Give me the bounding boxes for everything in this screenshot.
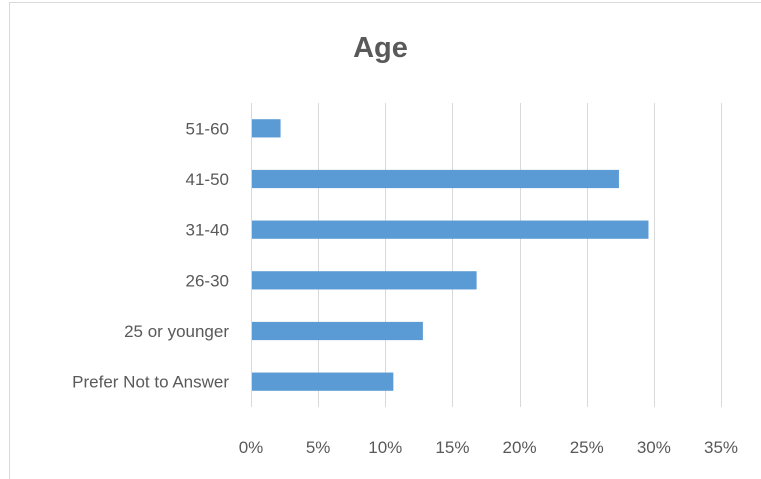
x-tick-labels: 0% 5% 10% 15% 20% 25% 30% 35% bbox=[239, 438, 738, 457]
category-label: 51-60 bbox=[186, 119, 229, 138]
chart-title: Age bbox=[353, 32, 408, 64]
bar bbox=[252, 220, 649, 239]
x-tick-label: 20% bbox=[503, 438, 537, 457]
bar bbox=[252, 321, 423, 341]
bar bbox=[252, 271, 477, 290]
x-tick-label: 5% bbox=[306, 438, 331, 457]
bar bbox=[252, 119, 281, 138]
category-label: 41-50 bbox=[186, 170, 229, 189]
x-tick-label: 0% bbox=[239, 438, 264, 457]
category-label: Prefer Not to Answer bbox=[72, 373, 229, 392]
x-tick-label: 30% bbox=[637, 438, 671, 457]
bar bbox=[252, 372, 394, 391]
category-label: 25 or younger bbox=[124, 322, 229, 341]
category-labels: 51-60 41-50 31-40 26-30 25 or younger Prefer … bbox=[72, 119, 229, 391]
x-tick-label: 25% bbox=[570, 438, 604, 457]
bar bbox=[252, 169, 619, 189]
category-label: 26-30 bbox=[186, 271, 229, 290]
category-label: 31-40 bbox=[186, 221, 229, 240]
x-tick-label: 15% bbox=[435, 438, 469, 457]
bars bbox=[252, 119, 649, 391]
gridlines bbox=[251, 103, 722, 407]
x-tick-label: 35% bbox=[704, 438, 738, 457]
x-tick-label: 10% bbox=[368, 438, 402, 457]
